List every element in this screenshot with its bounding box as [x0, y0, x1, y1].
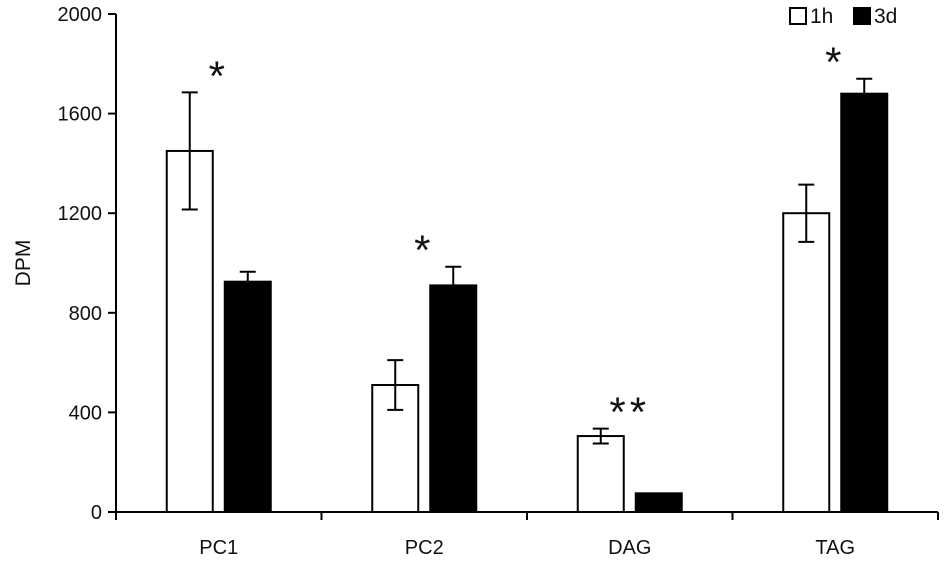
legend: 1h 3d — [789, 5, 897, 28]
significance-marker: ** — [609, 389, 650, 436]
labels: PC1 PC2 DAG TAG***** — [199, 39, 855, 559]
y-tick-label: 0 — [91, 502, 102, 524]
bar-1h-TAG — [782, 212, 831, 513]
bar-1h-PC1 — [165, 149, 214, 513]
y-tick-label: 400 — [69, 402, 102, 424]
legend-label-1h: 1h — [810, 5, 833, 28]
y-tick-label: 1600 — [58, 104, 103, 126]
y-tick-label: 2000 — [58, 4, 103, 26]
y-tick-label: 800 — [69, 303, 102, 325]
x-category-label: PC2 — [405, 537, 444, 559]
bar-3d-TAG — [840, 92, 889, 514]
legend-label-3d: 3d — [874, 5, 897, 28]
x-category-label: TAG — [815, 537, 855, 559]
legend-swatch-1h — [789, 7, 807, 25]
bars — [165, 77, 889, 514]
bar-3d-PC1 — [223, 280, 272, 513]
x-category-label: DAG — [608, 537, 651, 559]
x-category-label: PC1 — [199, 537, 238, 559]
y-axis-title: DPM — [12, 240, 35, 287]
significance-marker: * — [825, 39, 845, 86]
bar-1h-DAG — [576, 435, 625, 513]
significance-marker: * — [209, 52, 229, 99]
significance-marker: * — [414, 227, 434, 274]
legend-swatch-3d — [853, 7, 871, 25]
bar-3d-PC2 — [429, 284, 478, 513]
bar-3d-DAG — [634, 492, 683, 514]
y-tick-label: 1200 — [58, 203, 103, 225]
